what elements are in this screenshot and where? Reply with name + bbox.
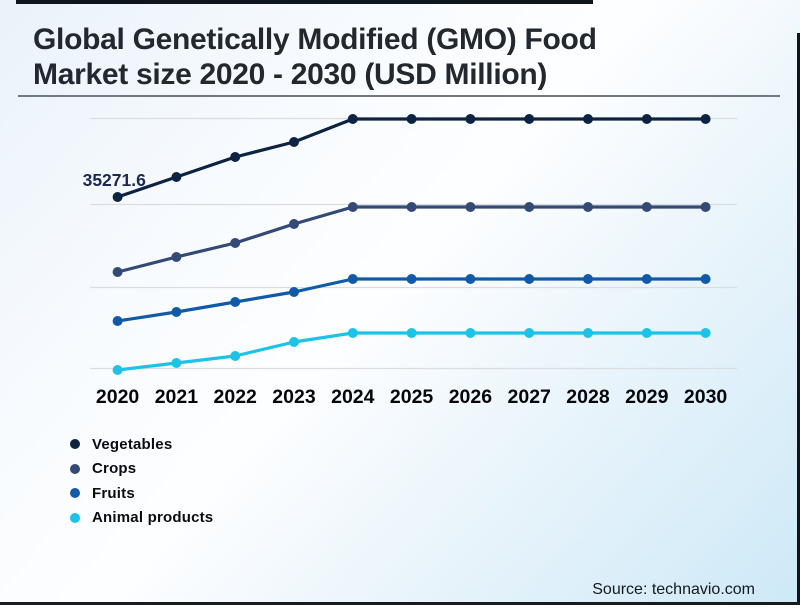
data-point-fruits-2030 — [700, 274, 711, 284]
legend-marker-crops — [70, 463, 80, 474]
legend-marker-fruits — [70, 488, 80, 499]
data-point-crops-2030 — [700, 202, 711, 212]
data-point-fruits-2025 — [406, 274, 417, 284]
legend-label-animal-products: Animal products — [92, 509, 214, 527]
legend-item-crops: Crops — [70, 457, 213, 482]
x-tick-label-2023: 2023 — [272, 386, 316, 408]
legend-item-fruits: Fruits — [70, 481, 213, 506]
data-point-vegetables-2026 — [465, 114, 476, 124]
data-point-animal-products-2030 — [700, 328, 711, 338]
legend-label-fruits: Fruits — [92, 484, 135, 502]
legend-item-animal-products: Animal products — [70, 506, 213, 531]
data-point-animal-products-2028 — [583, 328, 593, 338]
data-point-fruits-2022 — [230, 297, 241, 307]
chart-title-line1: Global Genetically Modified (GMO) Food — [33, 23, 597, 56]
data-point-fruits-2021 — [171, 307, 182, 317]
data-point-animal-products-2022 — [230, 351, 241, 361]
data-point-fruits-2024 — [347, 274, 358, 284]
data-point-crops-2025 — [406, 202, 417, 212]
x-tick-label-2024: 2024 — [331, 386, 375, 408]
x-tick-label-2025: 2025 — [390, 386, 434, 408]
data-point-crops-2022 — [230, 238, 241, 248]
data-point-crops-2029 — [641, 202, 652, 212]
series-line-vegetables — [117, 117, 706, 199]
card-right-border — [797, 33, 800, 605]
data-point-fruits-2028 — [583, 274, 593, 284]
legend-label-vegetables: Vegetables — [92, 435, 173, 453]
x-tick-label-2026: 2026 — [449, 386, 493, 408]
data-label-vegetables-2020: 35271.6 — [83, 170, 147, 190]
chart-legend: Vegetables Crops Fruits Animal products — [70, 432, 213, 530]
x-tick-label-2020: 2020 — [96, 386, 140, 408]
data-point-animal-products-2024 — [347, 328, 358, 338]
legend-label-crops: Crops — [92, 460, 137, 478]
title-divider — [18, 95, 780, 97]
data-point-fruits-2023 — [289, 287, 299, 297]
data-point-animal-products-2025 — [406, 328, 417, 338]
series-line-animal-products — [117, 331, 706, 372]
data-point-animal-products-2023 — [289, 337, 299, 347]
data-point-animal-products-2027 — [524, 328, 535, 338]
data-point-vegetables-2030 — [700, 114, 711, 124]
legend-item-vegetables: Vegetables — [70, 432, 213, 457]
data-point-vegetables-2024 — [347, 114, 358, 124]
x-tick-label-2021: 2021 — [155, 386, 199, 408]
data-point-crops-2028 — [583, 202, 593, 212]
source-attribution: Source: technavio.com — [592, 581, 755, 598]
data-point-fruits-2027 — [524, 274, 535, 284]
chart-title-line2: Market size 2020 - 2030 (USD Million) — [33, 58, 548, 91]
data-point-animal-products-2026 — [465, 328, 476, 338]
card-bottom-border — [0, 602, 800, 605]
data-point-vegetables-2022 — [230, 152, 241, 162]
data-point-crops-2027 — [524, 202, 535, 212]
data-point-crops-2023 — [289, 219, 299, 229]
card-top-border — [16, 0, 593, 4]
legend-marker-animal-products — [70, 512, 80, 523]
series-line-crops — [117, 205, 706, 274]
x-tick-label-2030: 2030 — [684, 386, 728, 408]
data-point-fruits-2029 — [641, 274, 652, 284]
data-point-vegetables-2025 — [406, 114, 417, 124]
data-point-vegetables-2029 — [641, 114, 652, 124]
data-point-vegetables-2028 — [583, 114, 593, 124]
data-point-vegetables-2021 — [171, 172, 182, 182]
data-point-animal-products-2021 — [171, 358, 182, 368]
x-tick-label-2027: 2027 — [508, 386, 551, 408]
data-point-animal-products-2029 — [641, 328, 652, 338]
data-point-crops-2024 — [347, 202, 358, 212]
x-tick-label-2028: 2028 — [566, 386, 610, 408]
x-tick-label-2022: 2022 — [214, 386, 258, 408]
legend-marker-vegetables — [70, 439, 80, 450]
data-point-vegetables-2027 — [524, 114, 535, 124]
data-point-animal-products-2020 — [112, 365, 123, 375]
chart-title: Global Genetically Modified (GMO) Food Ma… — [33, 22, 597, 92]
data-point-crops-2020 — [112, 267, 123, 277]
x-tick-label-2029: 2029 — [625, 386, 669, 408]
data-point-vegetables-2020 — [112, 192, 123, 202]
data-point-crops-2026 — [465, 202, 476, 212]
series-line-fruits — [117, 277, 706, 323]
data-point-vegetables-2023 — [289, 137, 299, 147]
data-point-fruits-2026 — [465, 274, 476, 284]
data-point-fruits-2020 — [112, 316, 123, 326]
data-point-crops-2021 — [171, 252, 182, 262]
